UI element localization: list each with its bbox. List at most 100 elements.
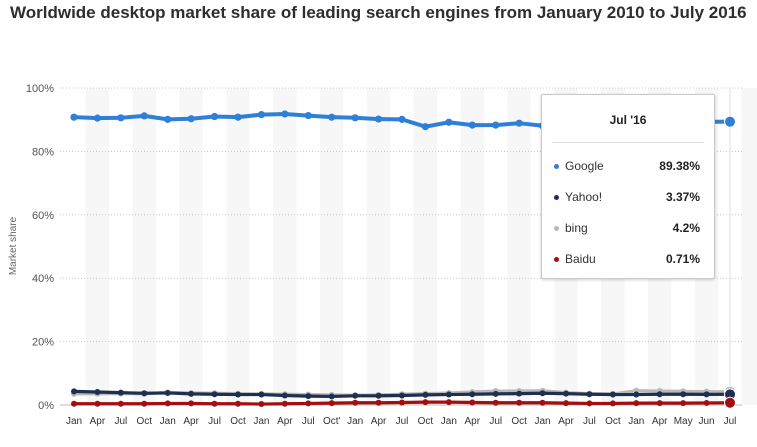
data-point[interactable] — [724, 115, 736, 128]
data-point[interactable] — [399, 392, 405, 399]
data-point[interactable] — [445, 399, 452, 406]
data-point[interactable] — [515, 119, 523, 127]
data-point[interactable] — [563, 400, 569, 407]
data-point[interactable] — [210, 112, 219, 121]
data-point[interactable] — [468, 121, 476, 129]
tooltip-series-name: Baidu — [565, 252, 596, 266]
data-point[interactable] — [281, 392, 288, 399]
data-point[interactable] — [422, 399, 429, 406]
data-point[interactable] — [328, 400, 335, 407]
data-point[interactable] — [94, 400, 101, 407]
data-point[interactable] — [70, 113, 78, 121]
data-point[interactable] — [235, 400, 241, 407]
data-point[interactable] — [422, 391, 429, 398]
data-point[interactable] — [633, 400, 640, 407]
data-point[interactable] — [117, 400, 124, 407]
data-point[interactable] — [586, 391, 593, 398]
y-tick-label: 60% — [32, 210, 54, 222]
data-point[interactable] — [117, 114, 125, 122]
data-point[interactable] — [398, 115, 406, 123]
data-point[interactable] — [492, 399, 499, 406]
x-tick-label: Jan — [253, 416, 269, 427]
data-point[interactable] — [703, 391, 710, 398]
data-point[interactable] — [656, 400, 663, 407]
data-point[interactable] — [516, 399, 523, 406]
data-point[interactable] — [258, 391, 265, 398]
data-point[interactable] — [305, 393, 312, 400]
data-point[interactable] — [492, 390, 499, 397]
x-tick-label: Apr — [277, 416, 293, 427]
data-point[interactable] — [375, 392, 382, 399]
data-point[interactable] — [304, 111, 312, 120]
data-point[interactable] — [94, 389, 101, 396]
data-point[interactable] — [164, 400, 171, 407]
x-tick-label: Jul — [114, 416, 127, 427]
band — [507, 88, 531, 405]
data-point[interactable] — [188, 390, 195, 397]
data-point[interactable] — [117, 389, 124, 396]
data-point[interactable] — [633, 391, 640, 398]
data-point[interactable] — [164, 389, 171, 396]
data-point[interactable] — [609, 391, 616, 398]
x-tick-label: May — [674, 416, 693, 427]
data-point[interactable] — [516, 390, 523, 397]
tooltip-series-name: Yahoo! — [565, 190, 603, 204]
data-point[interactable] — [445, 391, 452, 398]
x-tick-label: Apr — [652, 416, 668, 427]
legend-dot-icon — [554, 257, 559, 262]
data-point[interactable] — [680, 391, 687, 398]
data-point[interactable] — [234, 113, 242, 121]
data-point[interactable] — [445, 118, 453, 126]
tooltip-divider — [552, 142, 704, 143]
data-point[interactable] — [609, 400, 616, 407]
data-point[interactable] — [141, 400, 148, 407]
data-point[interactable] — [469, 391, 476, 398]
data-point[interactable] — [257, 111, 266, 119]
legend-dot-icon — [554, 226, 559, 231]
data-point[interactable] — [235, 391, 241, 398]
y-axis-label: Market share — [8, 216, 19, 275]
data-point[interactable] — [539, 399, 546, 406]
data-point[interactable] — [211, 391, 218, 398]
data-point[interactable] — [281, 110, 289, 118]
data-point[interactable] — [351, 114, 359, 122]
data-point[interactable] — [328, 393, 335, 400]
data-point[interactable] — [305, 400, 312, 407]
data-point[interactable] — [352, 392, 359, 399]
data-point[interactable] — [71, 388, 77, 395]
band — [460, 88, 484, 405]
data-point[interactable] — [374, 115, 383, 123]
data-point[interactable] — [352, 399, 359, 406]
data-point[interactable] — [258, 401, 265, 408]
y-tick-label: 0% — [38, 400, 54, 412]
data-point[interactable] — [539, 390, 546, 397]
data-point[interactable] — [328, 113, 336, 121]
data-point[interactable] — [399, 399, 405, 406]
x-tick-label: Jun — [699, 416, 715, 427]
data-point[interactable] — [164, 115, 172, 123]
tooltip-row: Google 89.38% — [554, 159, 700, 175]
data-point[interactable] — [211, 400, 218, 407]
data-point[interactable] — [492, 121, 500, 129]
data-point[interactable] — [469, 399, 476, 406]
data-point[interactable] — [141, 390, 148, 397]
data-point[interactable] — [71, 400, 77, 407]
data-point[interactable] — [656, 391, 663, 398]
tooltip-series-name: bing — [565, 221, 588, 235]
data-point[interactable] — [188, 400, 195, 407]
data-point[interactable] — [586, 400, 593, 407]
data-point[interactable] — [563, 390, 569, 397]
data-point[interactable] — [281, 400, 288, 407]
data-point[interactable] — [187, 115, 195, 123]
x-tick-label: Apr — [183, 416, 199, 427]
data-point[interactable] — [421, 123, 430, 131]
data-point[interactable] — [680, 400, 687, 407]
data-point[interactable] — [703, 399, 710, 406]
x-axis-tick-labels: Jan Apr Jul Oct Jan Apr Jul Oct Jan Apr Jul Oct' Jan… — [66, 416, 736, 427]
legend-dot-icon — [554, 164, 559, 169]
data-point[interactable] — [375, 399, 382, 406]
data-point[interactable] — [140, 112, 148, 120]
data-point[interactable] — [724, 396, 736, 409]
data-point[interactable] — [93, 114, 102, 122]
